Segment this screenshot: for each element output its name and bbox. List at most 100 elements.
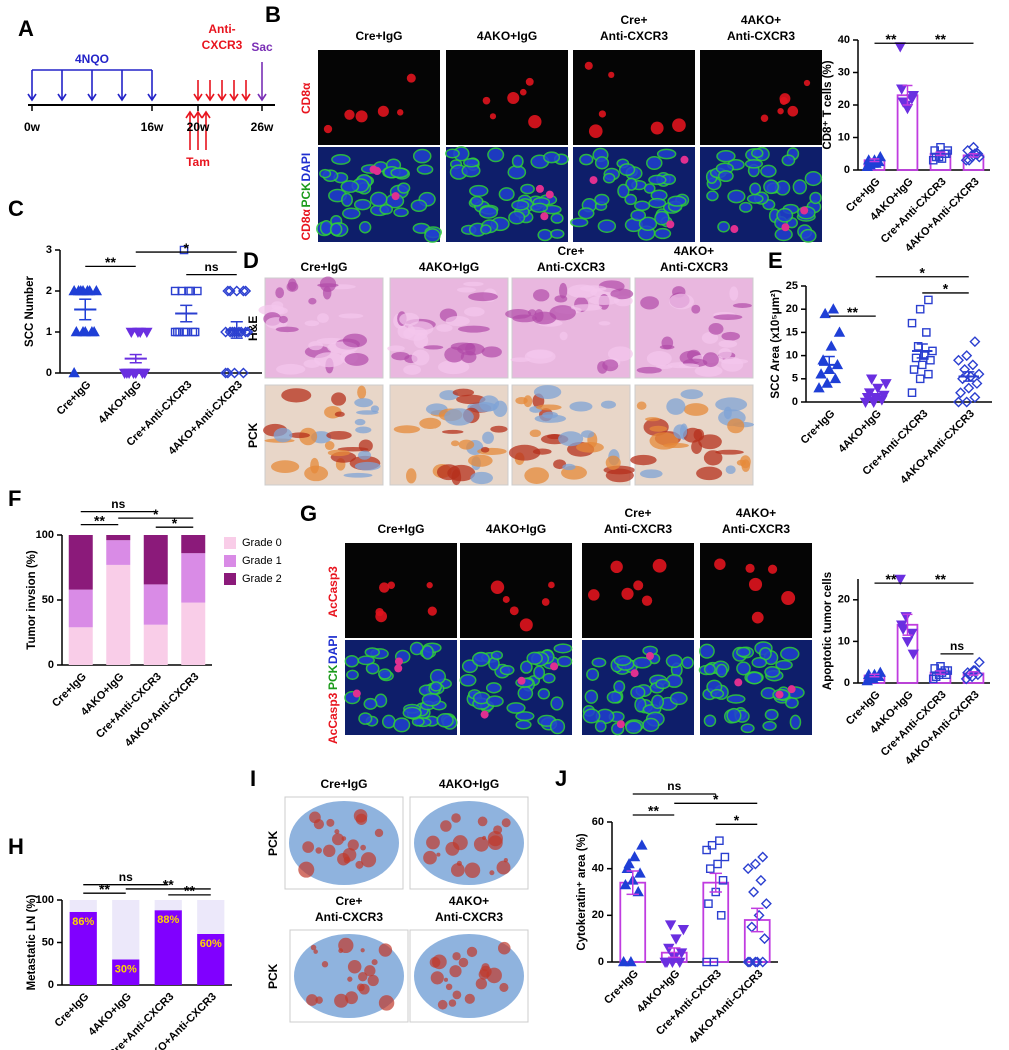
- panel-letter: I: [250, 766, 256, 791]
- panel-letter: F: [8, 486, 21, 511]
- tissue: [287, 278, 297, 291]
- stained-cell: [548, 581, 555, 589]
- stained-cell: [323, 124, 333, 134]
- cell: [416, 164, 434, 175]
- cell: [537, 228, 553, 242]
- data-point: [960, 673, 972, 685]
- tumor-cells: [475, 978, 488, 990]
- significance-label: ns: [950, 639, 964, 653]
- stained-cell: [352, 689, 361, 698]
- value-label: 86%: [72, 916, 94, 928]
- tumor-cells: [310, 944, 317, 951]
- stained-cell: [426, 582, 433, 589]
- tissue: [303, 359, 321, 369]
- cell: [776, 207, 794, 223]
- data-point: [123, 368, 135, 379]
- stained-cell: [730, 225, 739, 234]
- tumor-cells: [360, 844, 366, 851]
- data-point: [705, 864, 715, 873]
- stained-cell: [714, 558, 726, 570]
- tissue: [720, 358, 749, 365]
- tissue: [702, 352, 719, 368]
- tumor-cells: [487, 830, 503, 847]
- tumor-cells: [452, 990, 462, 1000]
- data-point: [718, 876, 728, 885]
- column-header: Cre+: [557, 244, 584, 258]
- stained-cell: [535, 184, 544, 193]
- data-point: [677, 925, 690, 936]
- antibody-arrow-head: [217, 93, 227, 102]
- legend-swatch: [224, 573, 236, 585]
- data-point: [748, 886, 760, 898]
- y-tick-label: 0: [792, 396, 798, 408]
- data-point: [928, 155, 938, 165]
- y-axis-label: CD8⁺ T cells (%): [822, 60, 834, 149]
- tumor-cells: [315, 996, 323, 1004]
- tumor-cells: [477, 816, 488, 827]
- tissue: [387, 345, 405, 352]
- cell: [780, 646, 800, 661]
- stained-cell: [509, 606, 519, 616]
- y-tick-label: 50: [42, 594, 54, 606]
- cell: [617, 183, 630, 199]
- tumor-cells: [449, 965, 462, 978]
- stained-cell: [489, 113, 497, 120]
- tumor-cells: [451, 813, 461, 823]
- stained-cell: [545, 190, 554, 199]
- tissue: [694, 365, 723, 377]
- cell: [543, 151, 561, 164]
- y-tick-label: 20: [838, 594, 850, 606]
- stained-cell: [482, 96, 491, 105]
- tumor-cells: [426, 835, 440, 850]
- cell: [727, 189, 746, 204]
- tissue: [355, 426, 372, 434]
- tumor-cells: [489, 870, 495, 876]
- column-header: 4AKO+IgG: [477, 29, 537, 43]
- tissue: [581, 430, 595, 438]
- cell: [745, 671, 763, 685]
- y-tick-label: 10: [786, 350, 798, 362]
- bar-segment: [106, 535, 131, 541]
- tissue: [715, 449, 744, 455]
- tissue: [723, 406, 732, 420]
- data-point: [961, 350, 973, 362]
- data-point: [759, 933, 771, 945]
- cell: [506, 702, 526, 714]
- tissue: [721, 331, 740, 341]
- cell: [569, 217, 589, 228]
- column-header: Anti-CXCR3: [315, 910, 383, 924]
- cell: [643, 183, 656, 194]
- stained-cell: [525, 77, 534, 86]
- tissue: [450, 440, 460, 447]
- stained-cell: [672, 118, 686, 133]
- cell: [480, 224, 492, 235]
- cell: [726, 707, 742, 724]
- column-header: Cre+: [620, 13, 647, 27]
- cell: [511, 199, 530, 211]
- cell: [369, 191, 388, 207]
- tumor-cells: [306, 994, 318, 1006]
- cell: [654, 210, 670, 226]
- treatment-arrow-head: [147, 93, 157, 102]
- cell: [550, 696, 564, 711]
- data-point: [68, 367, 80, 378]
- data-point: [901, 637, 914, 648]
- cell: [655, 678, 671, 690]
- tissue: [715, 397, 748, 412]
- data-point: [742, 956, 754, 968]
- column-header: Anti-CXCR3: [727, 29, 795, 43]
- tissue: [645, 417, 661, 422]
- cell: [537, 688, 551, 700]
- panel-letter: A: [18, 16, 34, 41]
- tumor-cells: [452, 952, 461, 961]
- column-header: 4AKO+: [736, 506, 776, 520]
- tissue: [649, 425, 668, 432]
- stained-cell: [616, 720, 625, 729]
- cell: [715, 663, 728, 678]
- tumor-cells: [496, 860, 511, 875]
- stained-cell: [517, 676, 526, 685]
- data-point: [878, 390, 890, 401]
- cell: [591, 657, 607, 668]
- cell: [586, 667, 600, 681]
